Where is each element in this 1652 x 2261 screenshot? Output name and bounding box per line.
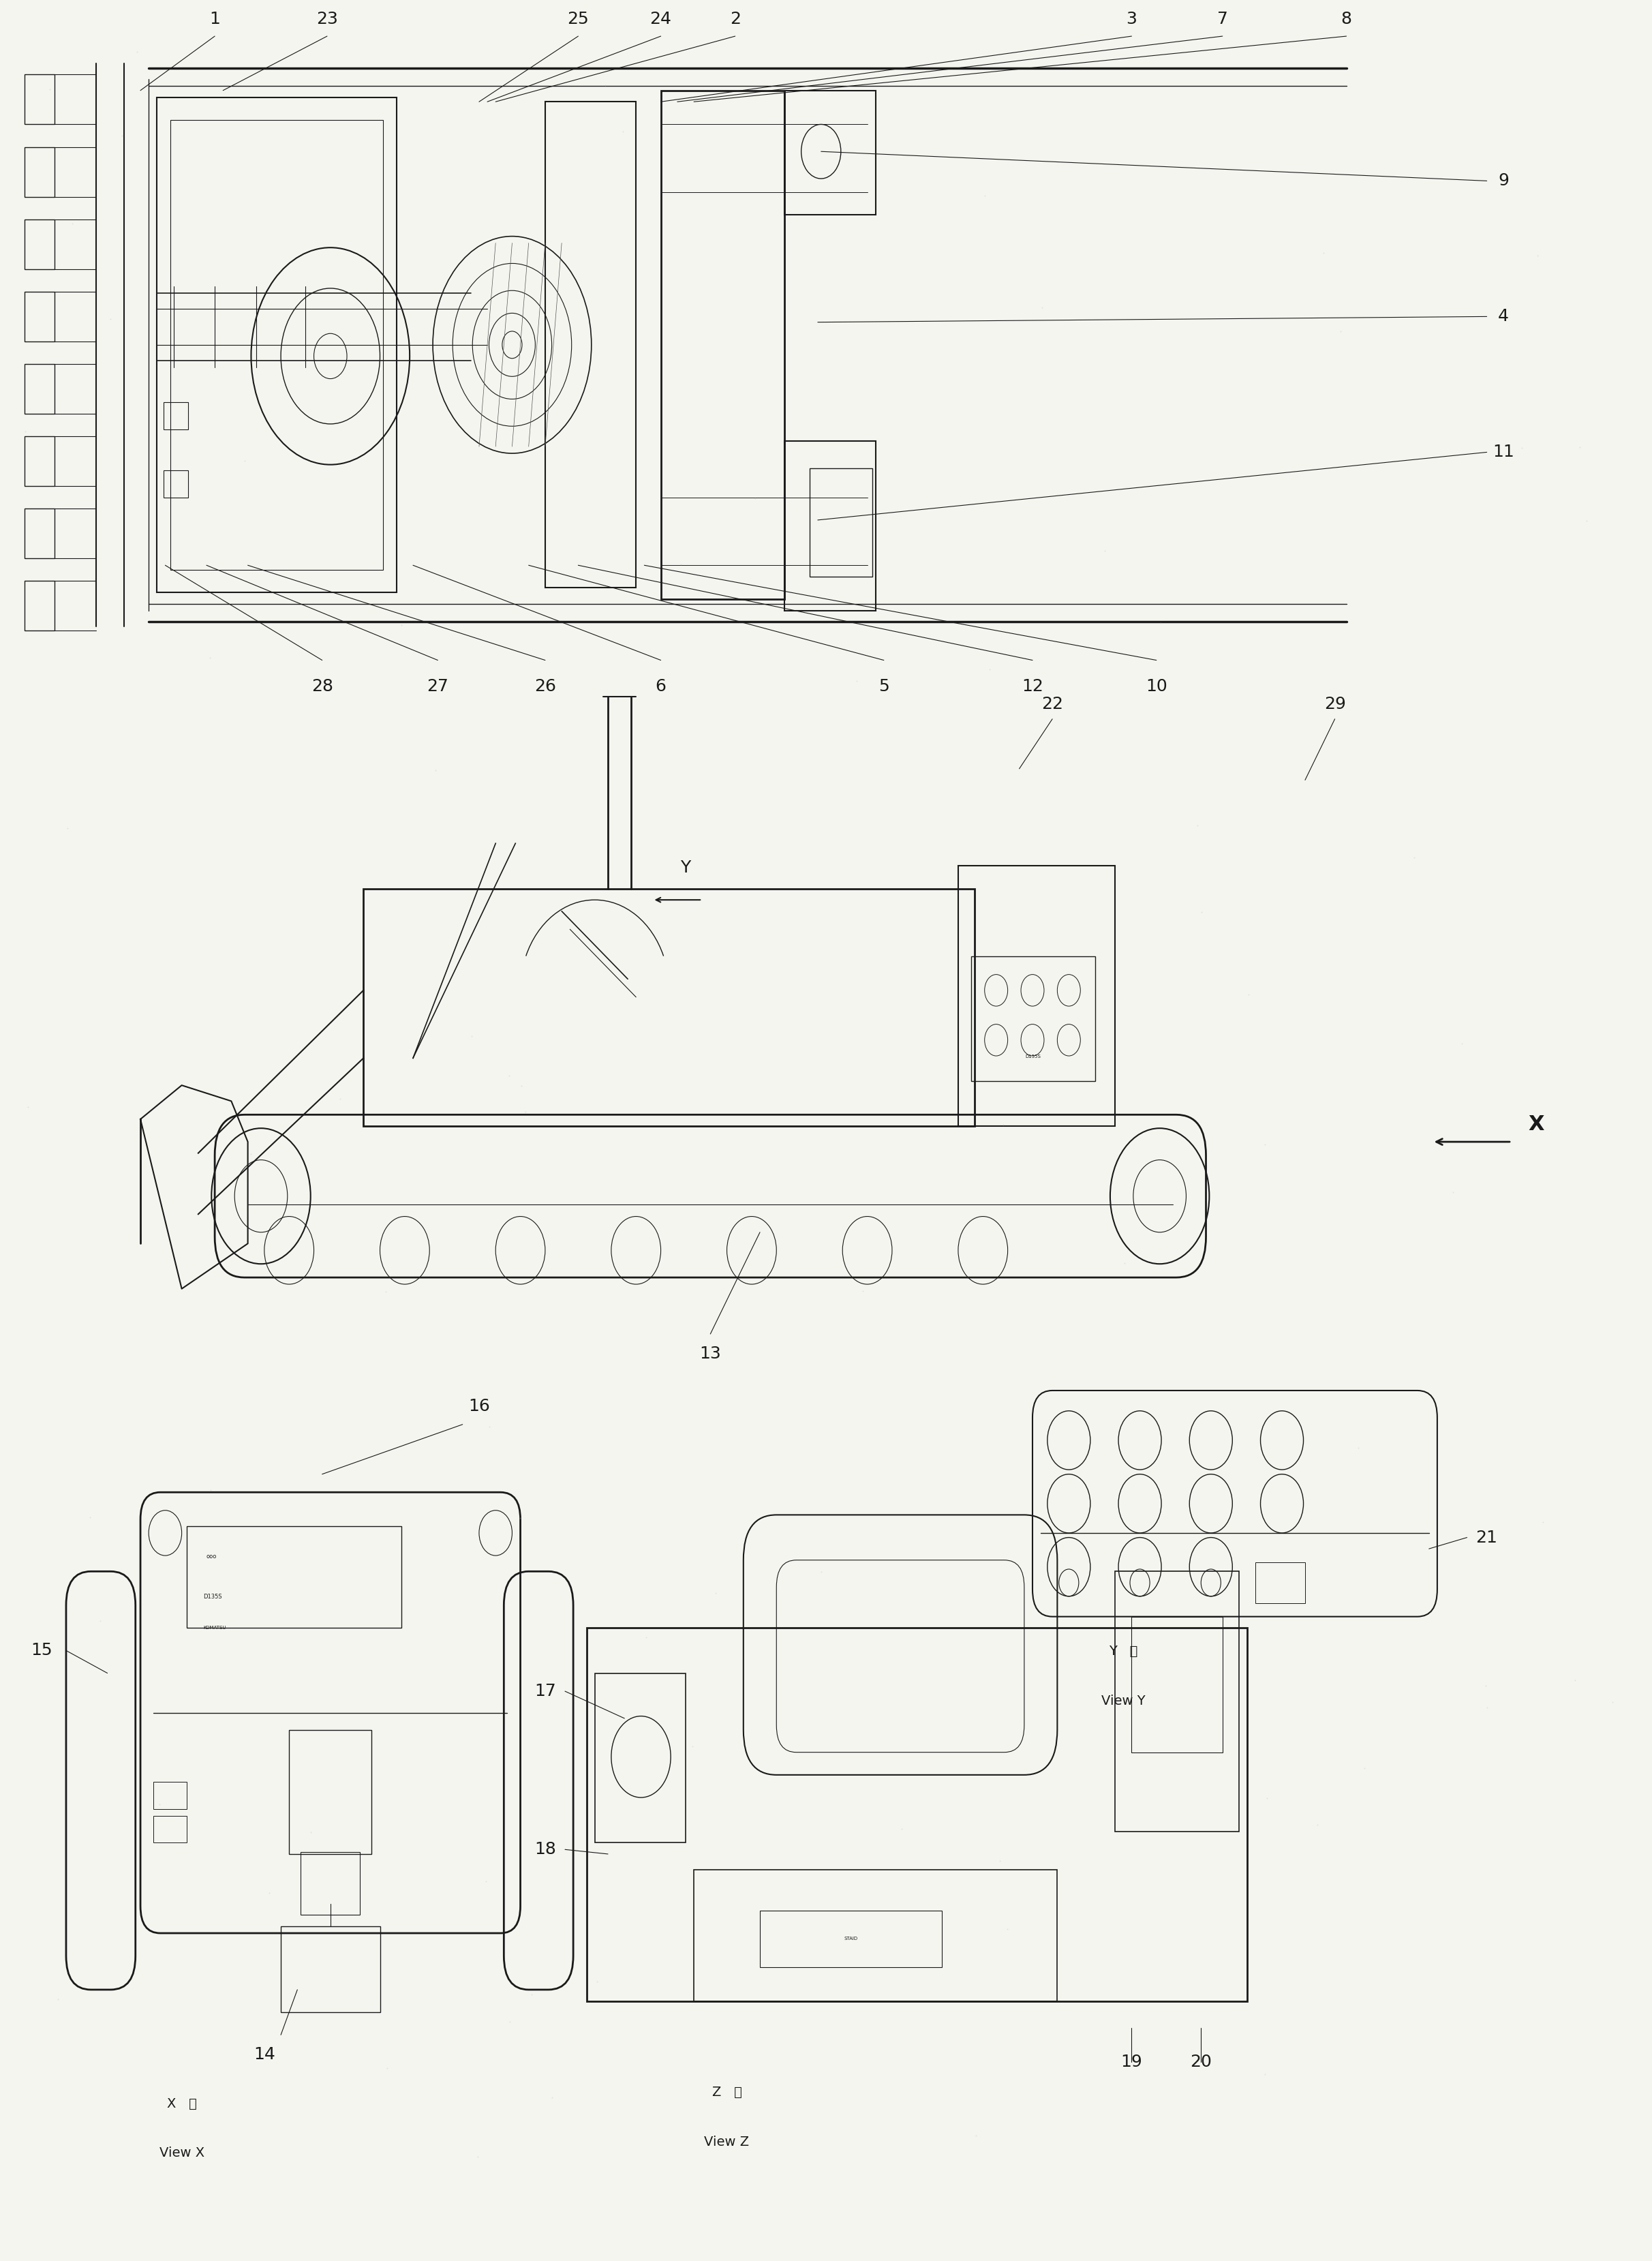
Text: 27: 27 (426, 678, 449, 694)
Bar (363, 889, 975, 1126)
Text: 29: 29 (1323, 696, 1346, 712)
Bar (25, 581, 55, 631)
Bar (760, 1911, 942, 1967)
Bar (25, 219, 55, 269)
Text: 22: 22 (1041, 696, 1064, 712)
Text: 8: 8 (1341, 11, 1351, 27)
Text: 11: 11 (1492, 443, 1515, 461)
Bar (25, 364, 55, 414)
Bar (25, 75, 55, 124)
Bar (785, 90, 876, 215)
Bar (586, 1628, 1247, 2001)
Text: Y: Y (681, 859, 691, 877)
Bar (1132, 1617, 1222, 1752)
Text: 12: 12 (1021, 678, 1044, 694)
Bar (958, 866, 1115, 1126)
Text: X: X (1528, 1115, 1545, 1135)
Bar (154, 1816, 187, 1843)
Text: 26: 26 (534, 678, 557, 694)
Text: 14: 14 (253, 2046, 276, 2062)
Bar (25, 509, 55, 558)
Text: 18: 18 (534, 1840, 557, 1859)
Bar (187, 1526, 401, 1628)
Text: STAID: STAID (844, 1938, 857, 1940)
Bar (154, 1782, 187, 1809)
Text: 4: 4 (1498, 307, 1508, 326)
Text: 25: 25 (567, 11, 590, 27)
Text: 3: 3 (1127, 11, 1137, 27)
Text: View Z: View Z (704, 2134, 750, 2148)
Bar (545, 102, 636, 588)
Text: 21: 21 (1475, 1528, 1497, 1547)
Bar (25, 147, 55, 197)
Bar (301, 1852, 360, 1915)
Text: 15: 15 (30, 1641, 53, 1660)
Bar (809, 468, 872, 577)
Text: 17: 17 (534, 1682, 557, 1700)
Text: 1: 1 (210, 11, 220, 27)
Text: 23: 23 (316, 11, 339, 27)
Bar (164, 402, 188, 430)
Bar (25, 292, 55, 341)
Bar (1256, 1562, 1305, 1603)
Text: 5: 5 (879, 678, 889, 694)
Text: 16: 16 (468, 1397, 491, 1415)
Bar (25, 436, 55, 486)
Bar (595, 1673, 686, 1843)
Bar (785, 441, 876, 610)
Bar (281, 1926, 380, 2012)
Text: 13: 13 (699, 1345, 722, 1361)
Text: 19: 19 (1120, 2053, 1143, 2071)
Text: 7: 7 (1218, 11, 1227, 27)
Text: 2: 2 (730, 11, 740, 27)
Bar (157, 97, 396, 592)
Text: 6: 6 (656, 678, 666, 694)
Bar (170, 120, 383, 570)
Bar (661, 90, 785, 599)
Text: 20: 20 (1189, 2053, 1213, 2071)
Bar (1115, 1571, 1239, 1831)
Text: 28: 28 (311, 678, 334, 694)
Text: View Y: View Y (1102, 1693, 1145, 1707)
Text: 10: 10 (1145, 678, 1168, 694)
Text: KOMATSU: KOMATSU (203, 1626, 226, 1630)
Text: Z   視: Z 視 (712, 2085, 742, 2098)
Text: ooo: ooo (206, 1553, 216, 1560)
Bar (694, 1870, 1057, 2001)
Text: Y   視: Y 視 (1108, 1644, 1138, 1657)
Text: X   視: X 視 (167, 2096, 197, 2110)
Bar (164, 470, 188, 497)
Text: 24: 24 (649, 11, 672, 27)
Text: 9: 9 (1498, 172, 1508, 190)
Bar (289, 1730, 372, 1854)
Text: View X: View X (159, 2146, 205, 2159)
Bar (971, 956, 1095, 1081)
Text: D155S: D155S (1026, 1054, 1041, 1058)
Text: D135S: D135S (203, 1594, 221, 1601)
